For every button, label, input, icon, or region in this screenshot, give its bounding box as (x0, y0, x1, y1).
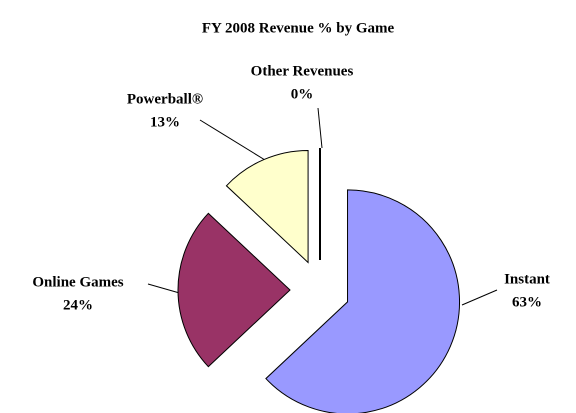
value-label: 63% (512, 294, 542, 310)
leader-line (317, 107, 323, 149)
leader-line (461, 289, 498, 306)
pie-slice (225, 149, 309, 264)
value-label: 13% (150, 114, 180, 130)
value-label: 0% (291, 86, 314, 102)
slice-label: Other Revenues (251, 63, 354, 79)
pie-slice (265, 189, 461, 413)
slice-label: Powerball® (127, 91, 203, 107)
slice-label: Instant (504, 271, 550, 287)
value-label: 24% (63, 297, 93, 313)
leader-line (199, 119, 266, 161)
pie-slice (177, 212, 291, 368)
chart-title: FY 2008 Revenue % by Game (202, 20, 395, 36)
slice-label: Online Games (32, 274, 123, 290)
